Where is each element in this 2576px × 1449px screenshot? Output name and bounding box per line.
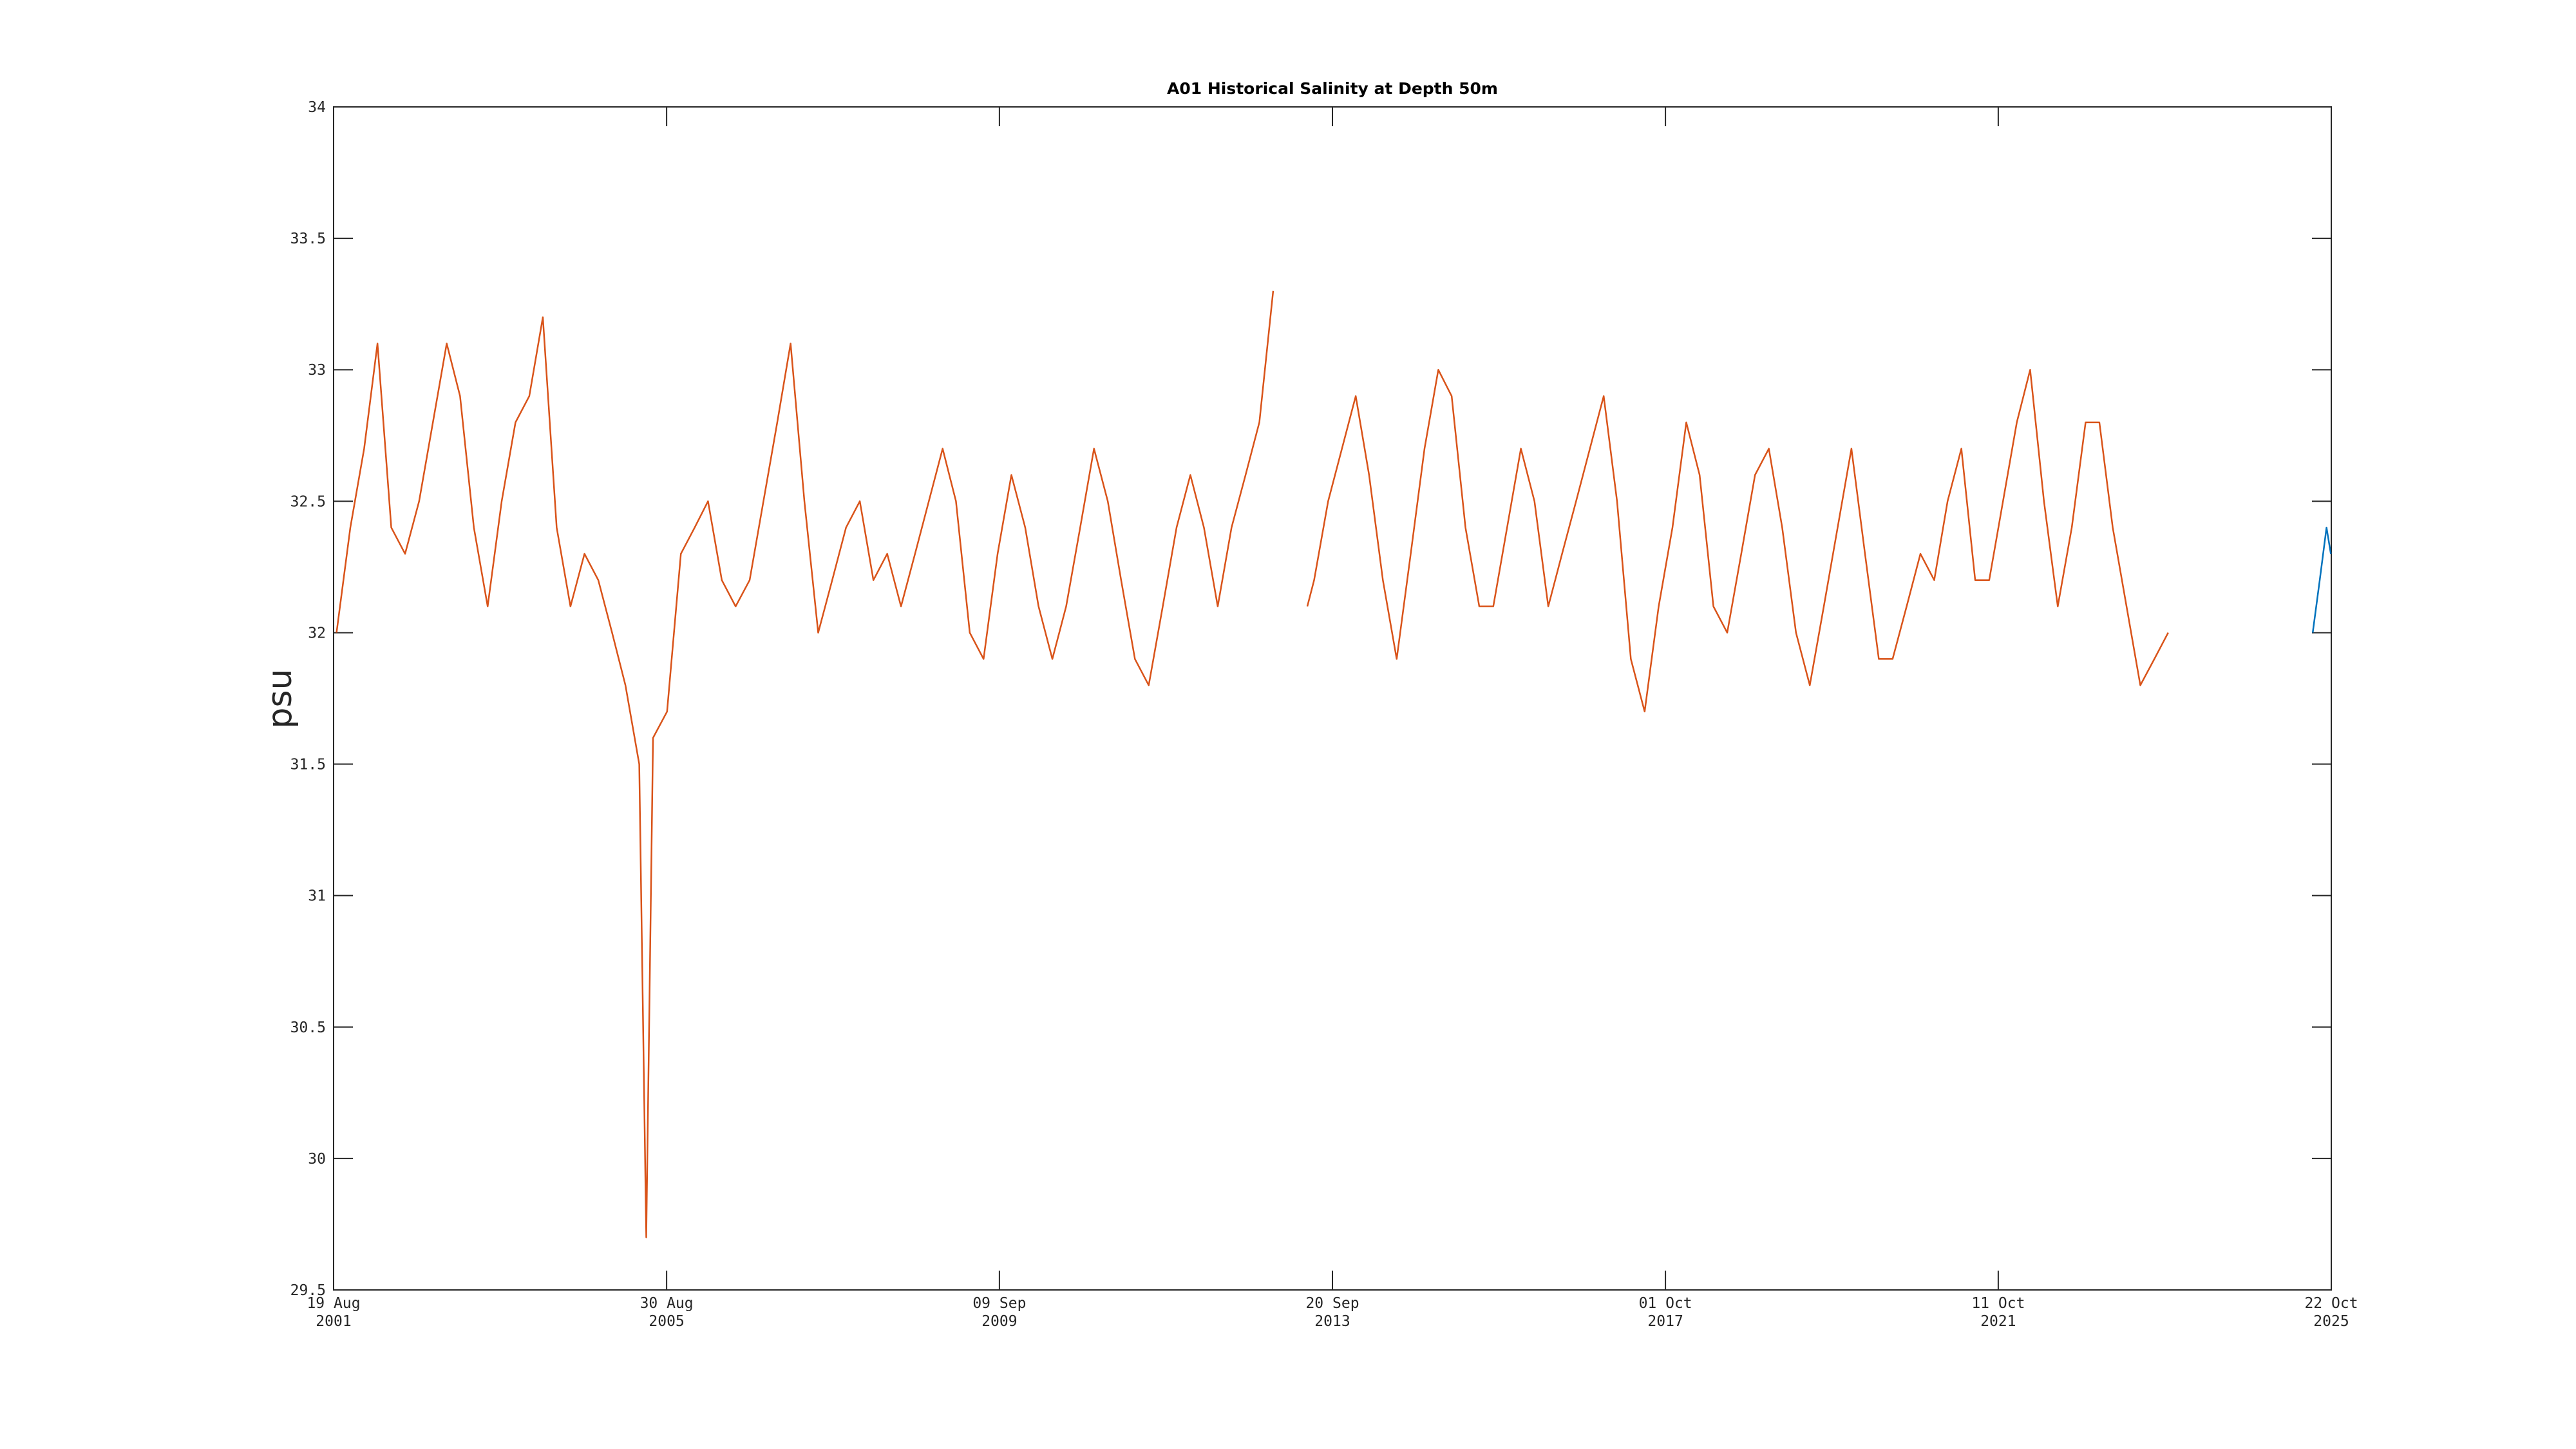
x-tick-label: 11 Oct 2021: [1971, 1295, 2025, 1330]
chart-title: A01 Historical Salinity at Depth 50m: [1167, 79, 1498, 98]
x-tick-label: 19 Aug 2001: [307, 1295, 360, 1330]
y-tick-label: 33: [308, 362, 326, 379]
y-tick-label: 33.5: [290, 231, 326, 247]
y-tick-label: 32.5: [290, 493, 326, 510]
y-tick-label: 31: [308, 888, 326, 905]
y-axis-label: psu: [261, 668, 299, 728]
x-tick-label: 01 Oct 2017: [1639, 1295, 1692, 1330]
salinity-line: [2311, 526, 2332, 633]
x-tick-label: 30 Aug 2005: [640, 1295, 694, 1330]
x-tick-label: 22 Oct 2025: [2304, 1295, 2358, 1330]
y-tick-label: 34: [308, 99, 326, 116]
y-tick-label: 30: [308, 1151, 326, 1168]
y-tick-label: 32: [308, 625, 326, 641]
y-tick-label: 30.5: [290, 1019, 326, 1036]
salinity-line: [336, 290, 2169, 1238]
x-tick-label: 20 Sep 2013: [1305, 1295, 1359, 1330]
y-tick-label: 31.5: [290, 757, 326, 773]
y-tick-label: 29.5: [290, 1282, 326, 1299]
plot-area: [333, 106, 2332, 1291]
x-tick-label: 09 Sep 2009: [972, 1295, 1026, 1330]
